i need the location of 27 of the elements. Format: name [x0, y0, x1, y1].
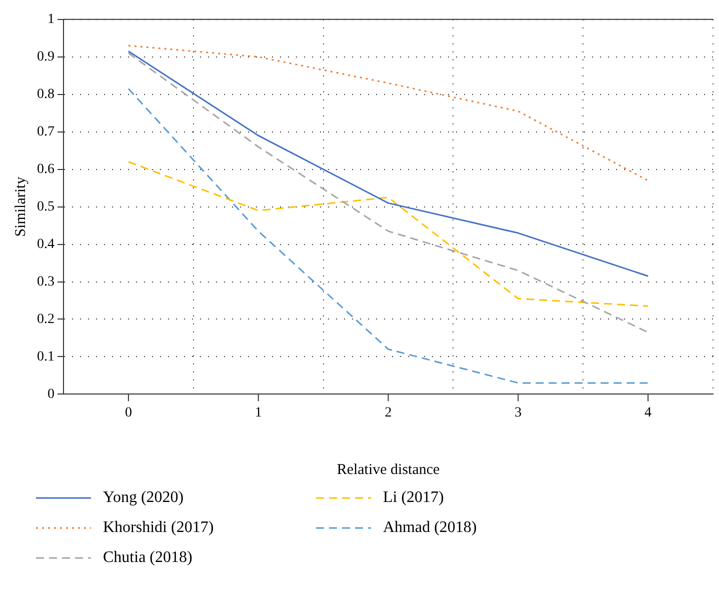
y-tick-label: 0.7: [37, 124, 54, 140]
y-axis-title: Similarity: [12, 176, 29, 237]
line-series: [128, 161, 649, 307]
y-tick-label: 0.6: [37, 162, 54, 177]
legend-label: Khorshidi (2017): [103, 519, 214, 537]
legend-label: Ahmad (2018): [383, 519, 477, 537]
legend-label: Chutia (2018): [103, 549, 192, 567]
x-tick-label: 4: [644, 405, 652, 420]
x-tick-label: 1: [254, 405, 262, 420]
legend-label: Li (2017): [383, 489, 444, 507]
line-series: [128, 88, 649, 384]
x-tick-label: 2: [384, 405, 392, 420]
line-series: [128, 52, 649, 334]
x-axis-title: Relative distance: [336, 462, 440, 478]
y-tick-label: 0.4: [37, 236, 54, 252]
y-tick-label: 0.2: [37, 312, 54, 327]
y-tick-label: 0.9: [37, 50, 54, 65]
y-tick-label: 0.8: [37, 87, 54, 102]
y-tick-label: 0: [48, 386, 54, 402]
x-tick-label: 3: [514, 405, 522, 420]
legend-label: Yong (2020): [103, 489, 184, 507]
y-tick-label: 0.1: [37, 349, 54, 364]
x-tick-label: 0: [124, 405, 132, 420]
y-tick-label: 1: [48, 12, 54, 28]
y-tick-label: 0.5: [37, 199, 54, 214]
y-tick-label: 0.3: [37, 274, 54, 290]
line-series: [128, 44, 649, 182]
